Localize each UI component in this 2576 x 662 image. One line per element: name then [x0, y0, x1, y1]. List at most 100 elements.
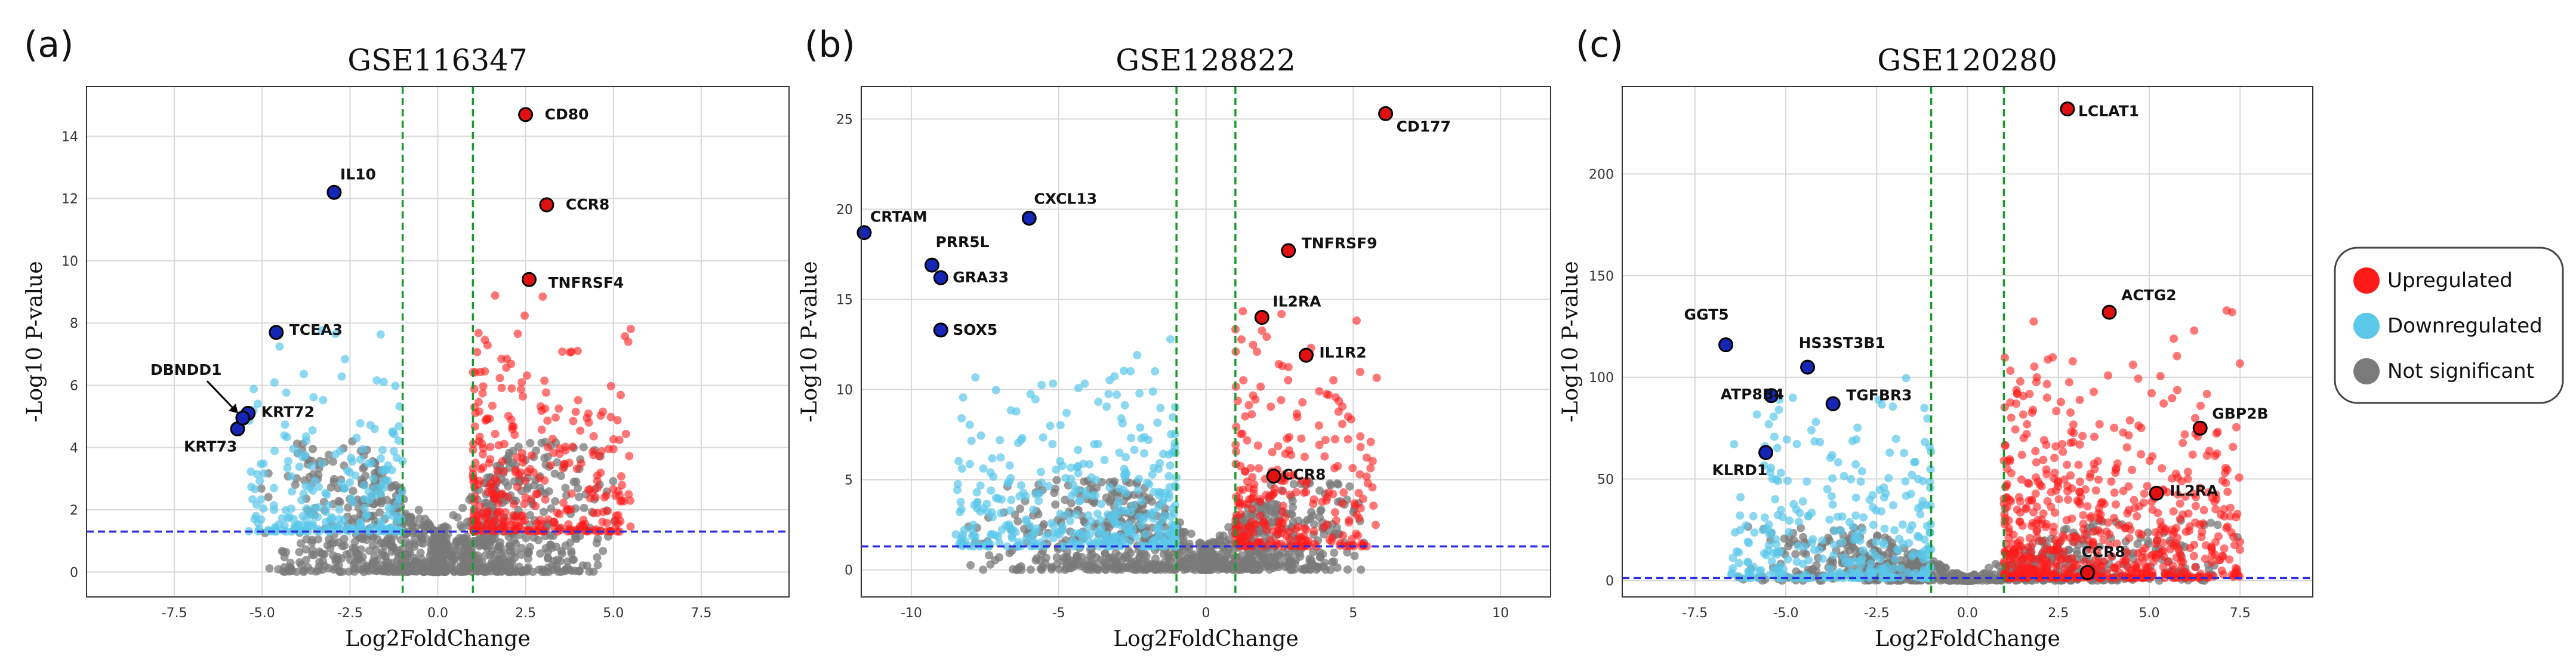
point-downregulated	[1828, 451, 1837, 460]
point-downregulated	[1906, 489, 1915, 498]
point-downregulated	[1120, 401, 1129, 409]
point-not-significant	[469, 556, 478, 565]
point-upregulated	[616, 497, 625, 506]
point-downregulated	[359, 481, 368, 489]
point-downregulated	[976, 481, 985, 490]
point-not-significant	[1114, 552, 1123, 561]
point-upregulated	[514, 470, 523, 479]
point-downregulated	[1818, 573, 1827, 582]
point-downregulated	[976, 431, 985, 440]
point-not-significant	[1208, 556, 1217, 565]
point-downregulated	[1061, 473, 1070, 482]
point-downregulated	[270, 506, 279, 515]
point-not-significant	[365, 546, 374, 555]
y-tick-label: 0	[70, 565, 78, 580]
point-downregulated	[319, 396, 328, 405]
point-upregulated	[520, 500, 529, 509]
point-downregulated	[988, 454, 997, 463]
point-downregulated	[336, 447, 345, 455]
point-downregulated	[377, 466, 386, 475]
point-not-significant	[1313, 564, 1322, 572]
labeled-gene-point	[856, 225, 872, 241]
point-upregulated	[520, 311, 529, 320]
point-downregulated	[308, 426, 317, 435]
point-upregulated	[1289, 470, 1298, 479]
point-not-significant	[1792, 567, 1801, 576]
y-axis-label: -Log10 P-value	[23, 261, 47, 422]
point-downregulated	[1859, 546, 1868, 555]
point-upregulated	[1251, 395, 1260, 404]
point-downregulated	[1037, 478, 1046, 487]
point-downregulated	[387, 505, 396, 514]
y-tick-label: 20	[836, 202, 853, 217]
point-upregulated	[1330, 435, 1339, 444]
point-not-significant	[1207, 543, 1216, 552]
point-downregulated	[1049, 379, 1058, 388]
point-not-significant	[1216, 535, 1225, 544]
point-upregulated	[482, 519, 491, 528]
point-downregulated	[1056, 510, 1065, 519]
point-upregulated	[2235, 359, 2244, 368]
point-upregulated	[1315, 387, 1324, 396]
gene-label: CD80	[545, 106, 589, 123]
point-downregulated	[307, 461, 316, 470]
point-downregulated	[1798, 559, 1807, 568]
gene-label: CCR8	[566, 196, 609, 213]
point-downregulated	[288, 487, 297, 496]
point-not-significant	[1062, 553, 1071, 562]
point-not-significant	[1288, 503, 1297, 512]
point-upregulated	[1322, 520, 1331, 529]
labeled-gene-point	[924, 257, 939, 273]
point-downregulated	[1859, 513, 1868, 522]
point-not-significant	[504, 482, 513, 491]
point-not-significant	[567, 547, 576, 556]
point-upregulated	[577, 459, 586, 468]
point-not-significant	[318, 565, 327, 574]
point-downregulated	[1799, 543, 1808, 552]
point-downregulated	[1908, 552, 1916, 561]
point-not-significant	[561, 484, 570, 492]
point-not-significant	[593, 561, 602, 569]
x-tick-label: 10	[1492, 606, 1509, 621]
point-upregulated	[574, 396, 583, 405]
point-downregulated	[1852, 435, 1861, 444]
point-not-significant	[1297, 565, 1306, 574]
point-upregulated	[614, 487, 623, 495]
point-downregulated	[1074, 541, 1083, 550]
point-upregulated	[497, 383, 506, 392]
point-not-significant	[1848, 543, 1857, 552]
point-downregulated	[1164, 472, 1173, 481]
point-downregulated	[1072, 510, 1081, 519]
point-upregulated	[1314, 421, 1323, 430]
point-upregulated	[532, 489, 541, 498]
point-upregulated	[1309, 527, 1318, 536]
point-downregulated	[287, 472, 296, 481]
point-not-significant	[517, 543, 526, 552]
point-downregulated	[1074, 469, 1083, 478]
point-downregulated	[1170, 443, 1179, 452]
point-downregulated	[1920, 404, 1929, 412]
point-downregulated	[1130, 445, 1139, 454]
point-upregulated	[508, 422, 517, 431]
point-not-significant	[1971, 575, 1980, 584]
point-downregulated	[979, 464, 988, 473]
point-not-significant	[375, 508, 384, 517]
point-downregulated	[959, 393, 967, 402]
point-not-significant	[414, 506, 423, 515]
point-upregulated	[1238, 307, 1247, 316]
point-not-significant	[349, 487, 358, 495]
point-downregulated	[1798, 497, 1807, 506]
point-upregulated	[482, 415, 491, 424]
y-tick-label: 12	[61, 192, 78, 207]
point-upregulated	[475, 432, 484, 441]
point-upregulated	[1278, 487, 1287, 495]
point-upregulated	[2115, 521, 2124, 529]
point-not-significant	[1166, 553, 1175, 562]
point-not-significant	[553, 458, 562, 467]
point-upregulated	[2235, 473, 2244, 482]
chart-title: GSE128822	[1116, 43, 1296, 78]
point-not-significant	[416, 548, 425, 557]
point-downregulated	[957, 414, 966, 423]
point-downregulated	[1922, 501, 1931, 510]
point-not-significant	[1357, 565, 1366, 574]
